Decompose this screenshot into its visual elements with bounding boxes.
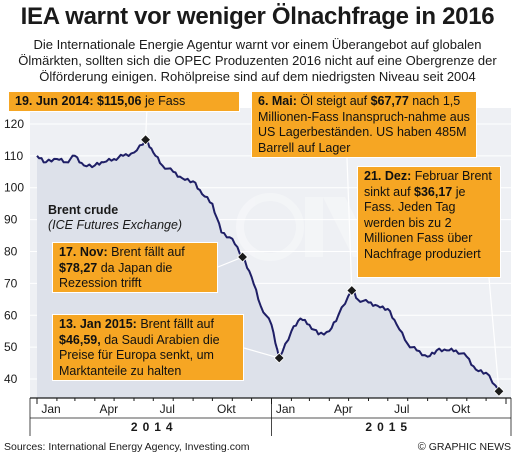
annotation-jun-2014-text: je Fass xyxy=(141,94,186,108)
leader-line xyxy=(346,157,353,291)
y-tick-label: 100 xyxy=(4,181,24,195)
annotation-jan-2015-price: $46,59, xyxy=(59,332,101,347)
copyright-symbol: © xyxy=(417,441,426,453)
headline: IEA warnt vor weniger Ölnachfrage in 201… xyxy=(20,3,495,30)
annotation-jan-2015-text1: Brent fällt auf xyxy=(136,317,214,331)
y-tick-label: 60 xyxy=(4,308,18,322)
annotation-mai-2015: 6. Mai: Öl steigt auf $67,77 nach 1,5 Mi… xyxy=(251,91,477,158)
y-tick-label: 110 xyxy=(4,149,23,163)
x-tick-label: Jan xyxy=(276,402,295,416)
subheadline: Die Internationale Energie Agentur warnt… xyxy=(18,37,497,84)
annotation-jun-2014-date: 19. Jun 2014: xyxy=(15,94,94,108)
annotation-dez-2015-date: 21. Dez: xyxy=(364,169,412,183)
event-markers xyxy=(140,134,505,397)
leader-line xyxy=(144,106,148,140)
x-tick-label: Apr xyxy=(99,402,118,416)
x-tick-label: Apr xyxy=(334,402,353,416)
brand-name: GRAPHIC NEWS xyxy=(428,441,511,453)
y-tick-label: 80 xyxy=(4,245,18,259)
leader-line xyxy=(243,347,280,359)
series-label: Brent crude (ICE Futures Exchange) xyxy=(48,203,182,233)
x-tick-label: Okt xyxy=(217,402,236,416)
event-marker xyxy=(273,352,285,364)
annotation-mai-2015-text2: nach 1,5 Millionen-Fass Inanspruch-nahme… xyxy=(258,94,470,155)
x-year-label: 2015 xyxy=(365,420,412,434)
price-line xyxy=(36,138,500,392)
x-axis: Jan Apr Jul Okt Jan Apr Jul Okt 2014 2015 xyxy=(29,397,512,436)
event-marker xyxy=(140,134,152,146)
annotation-dez-2015-text2: je Fass. Jeden Tag werden bis zu 2 Milli… xyxy=(364,184,481,261)
x-tick-label: Okt xyxy=(452,402,471,416)
y-tick-label: 40 xyxy=(4,372,18,386)
series-label-name: Brent crude xyxy=(48,203,119,217)
series-label-source: (ICE Futures Exchange) xyxy=(48,218,183,232)
annotation-jun-2014-price: $115,06 xyxy=(97,94,142,108)
annotation-nov-2014: 17. Nov: Brent fällt auf $78,27 da Japan… xyxy=(52,242,218,293)
x-tick-label: Jul xyxy=(394,402,409,416)
x-axis-band xyxy=(30,398,511,420)
annotation-nov-2014-text2: da Japan die Rezession trifft xyxy=(59,260,173,291)
series-line-brent xyxy=(36,138,500,392)
leader-line xyxy=(488,277,500,392)
y-axis-labels: 40 50 60 70 80 90 100 110 120 xyxy=(4,117,24,386)
annotation-jan-2015: 13. Jan 2015: Brent fällt auf $46,59, da… xyxy=(52,314,244,381)
annotation-jun-2014: 19. Jun 2014: $115,06 je Fass xyxy=(8,91,240,112)
event-marker xyxy=(237,251,249,263)
leader-line xyxy=(217,256,243,268)
footer-sources: Sources: International Energy Agency, In… xyxy=(4,441,250,453)
annotation-nov-2014-text1: Brent fällt auf xyxy=(107,245,185,259)
y-tick-label: 50 xyxy=(4,340,18,354)
x-year-label: 2014 xyxy=(131,420,178,434)
annotation-dez-2015-price: $36,17 xyxy=(414,184,453,199)
x-tick-label: Jan xyxy=(41,402,60,416)
annotation-dez-2015-text1: Februar Brent sinkt auf xyxy=(364,169,492,199)
footer-brand: © GRAPHIC NEWS xyxy=(418,441,511,453)
y-tick-label: 90 xyxy=(4,213,18,227)
x-tick-label: Jul xyxy=(160,402,175,416)
leader-lines xyxy=(144,106,500,392)
annotation-mai-2015-text1: Öl steigt auf xyxy=(296,94,371,108)
event-marker xyxy=(493,385,505,397)
annotation-nov-2014-price: $78,27 xyxy=(59,260,98,275)
annotation-mai-2015-date: 6. Mai: xyxy=(258,94,297,108)
y-tick-label: 120 xyxy=(4,117,24,131)
annotation-mai-2015-price: $67,77 xyxy=(370,94,409,108)
annotation-dez-2015: 21. Dez: Februar Brent sinkt auf $36,17 … xyxy=(357,166,501,278)
annotation-jan-2015-text2: da Saudi Arabien die Preise für Europa s… xyxy=(59,332,220,378)
annotation-nov-2014-date: 17. Nov: xyxy=(59,245,108,259)
event-marker xyxy=(346,284,358,297)
annotation-jan-2015-date: 13. Jan 2015: xyxy=(59,317,137,331)
y-tick-label: 70 xyxy=(4,276,18,290)
